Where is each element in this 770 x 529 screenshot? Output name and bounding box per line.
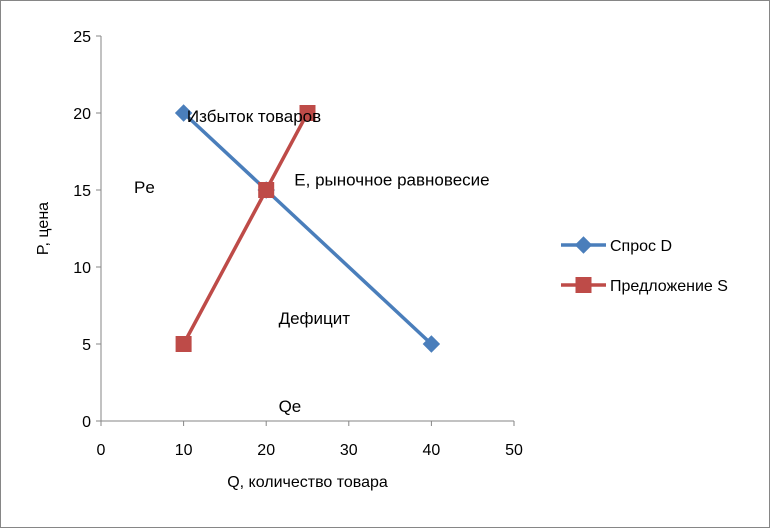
data-point-diamond — [174, 104, 193, 122]
y-tick-label: 5 — [82, 337, 91, 354]
x-tick-label: 40 — [423, 442, 441, 459]
legend-label: Предложение S — [610, 278, 728, 295]
data-point-square — [258, 182, 275, 198]
legend-item: Спрос D — [561, 236, 672, 255]
y-tick-label: 20 — [73, 106, 91, 123]
axes: 0 5 10 15 20 25 0 10 20 30 40 50 Q, количество товар… — [35, 29, 523, 491]
data-point-square — [299, 105, 316, 121]
data-point-square — [575, 277, 592, 293]
annotation-label: Qe — [279, 397, 302, 416]
x-tick-label: 20 — [257, 442, 275, 459]
x-axis-title: Q, количество товара — [227, 474, 388, 491]
legend-item: Предложение S — [561, 277, 728, 295]
y-axis-title: P, цена — [35, 202, 52, 255]
y-tick-label: 15 — [73, 183, 91, 200]
y-tick-label: 10 — [73, 260, 91, 277]
x-tick-label: 30 — [340, 442, 358, 459]
y-tick-label: 25 — [73, 29, 91, 46]
x-tick-label: 0 — [97, 442, 106, 459]
x-tick-label: 50 — [505, 442, 523, 459]
series-layer — [174, 104, 441, 353]
annotation-label: Дефицит — [279, 309, 351, 328]
x-tick-label: 10 — [175, 442, 193, 459]
data-point-diamond — [574, 236, 593, 254]
annotation-label: Pe — [134, 178, 155, 197]
legend-label: Спрос D — [610, 238, 672, 255]
annotation-label: Е, рыночное равновесие — [294, 170, 489, 189]
y-tick-label: 0 — [82, 414, 91, 431]
annotation-label: Избыток товаров — [187, 107, 321, 126]
annotations: Избыток товаров Е, рыночное равновесие Pe Д… — [134, 107, 490, 416]
data-point-square — [175, 336, 192, 352]
data-point-diamond — [422, 335, 441, 353]
legend: Спрос D Предложение S — [561, 236, 728, 295]
